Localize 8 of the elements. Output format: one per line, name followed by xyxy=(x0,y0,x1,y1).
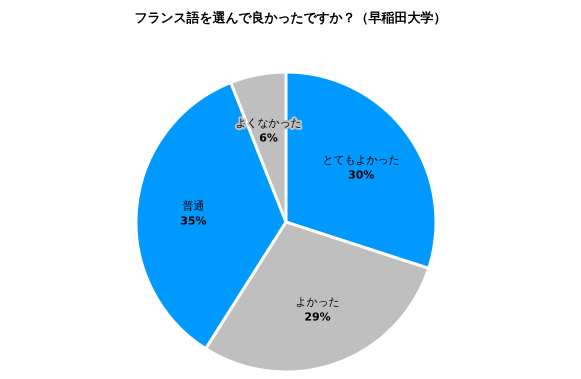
slice-label: よかった xyxy=(296,296,340,308)
data-label: 30% xyxy=(348,168,374,182)
data-label: 6% xyxy=(259,132,278,145)
slice-label: 普通 xyxy=(182,199,204,212)
data-label: 29% xyxy=(304,310,331,324)
slice-label: とてもよかった xyxy=(322,153,400,166)
data-label: 35% xyxy=(180,214,207,228)
chart-title: フランス語を選んで良かったですか？（早稲田大学） xyxy=(134,10,446,26)
